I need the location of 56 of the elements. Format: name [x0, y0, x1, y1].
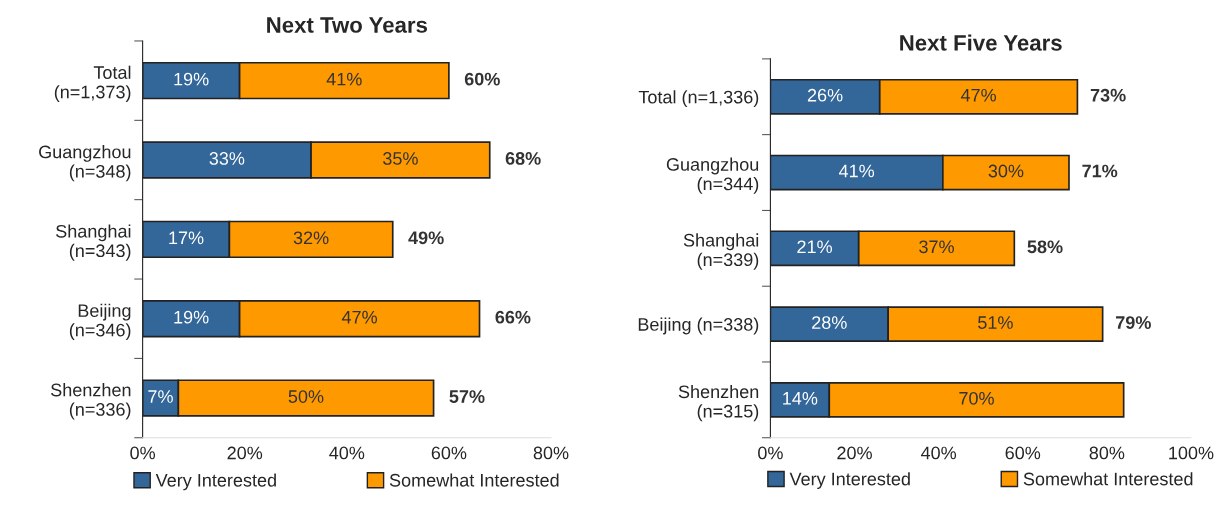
data-label: 17%	[169, 231, 204, 245]
x-tick-label: 0%	[758, 446, 783, 460]
total-label: 57%	[449, 390, 485, 403]
y-tick-label: Beijing (n=338)	[638, 317, 759, 335]
y-tick-label: Shanghai (n=339)	[683, 233, 759, 270]
y-tick-label: Guangzhou (n=344)	[666, 157, 759, 194]
x-tick-label: 40%	[920, 446, 957, 460]
y-tick-label: Shanghai (n=343)	[56, 224, 131, 261]
data-label: 21%	[797, 240, 832, 254]
data-label: 19%	[174, 310, 209, 324]
legend-label: Very Interested	[789, 472, 910, 489]
x-tick-label: 0%	[130, 446, 156, 460]
total-label: 49%	[408, 231, 444, 245]
x-tick-label: 60%	[431, 446, 467, 460]
data-label: 33%	[209, 152, 245, 165]
legend-label: Somewhat Interested	[389, 473, 559, 487]
x-tick-label: 80%	[533, 446, 569, 460]
x-tick-label: 80%	[1089, 446, 1125, 460]
total-label: 73%	[1090, 88, 1126, 102]
x-tick-label: 60%	[1005, 446, 1041, 460]
total-label: 79%	[1116, 316, 1151, 329]
total-label: 68%	[505, 152, 541, 165]
legend-label: Very Interested	[155, 473, 276, 491]
x-tick-label: 100%	[1169, 446, 1214, 460]
total-label: 66%	[495, 310, 531, 324]
data-label: 47%	[960, 88, 997, 102]
y-tick-label: Shenzhen (n=336)	[51, 383, 131, 420]
legend-label: Somewhat Interested	[1023, 472, 1193, 486]
data-label: 19%	[174, 72, 209, 86]
y-tick-label: Total (n=1,336)	[638, 90, 759, 108]
total-label: 58%	[1027, 240, 1063, 254]
data-label: 37%	[919, 240, 954, 254]
data-label: 7%	[148, 390, 173, 403]
chart-title: Next Two Years	[267, 17, 428, 33]
chart-title: Next Five Years	[900, 34, 1062, 51]
total-label: 71%	[1082, 164, 1118, 178]
x-tick-label: 20%	[837, 446, 872, 460]
y-tick-label: Total (n=1,373)	[54, 65, 131, 102]
x-tick-label: 20%	[227, 446, 263, 460]
data-label: 41%	[838, 164, 875, 178]
data-label: 30%	[988, 164, 1024, 178]
data-label: 70%	[959, 391, 994, 405]
y-tick-label: Guangzhou (n=348)	[39, 145, 131, 182]
y-tick-label: Beijing (n=346)	[69, 303, 131, 341]
x-tick-label: 40%	[329, 446, 365, 460]
data-label: 32%	[293, 231, 329, 245]
data-label: 28%	[812, 316, 847, 329]
data-label: 47%	[341, 310, 377, 324]
data-label: 35%	[383, 152, 418, 165]
data-label: 14%	[783, 392, 818, 405]
data-label: 51%	[978, 316, 1013, 329]
total-label: 60%	[464, 72, 500, 86]
data-label: 26%	[807, 88, 843, 102]
y-tick-label: Shenzhen (n=315)	[678, 384, 759, 422]
data-label: 41%	[326, 72, 362, 86]
data-label: 50%	[288, 390, 324, 403]
